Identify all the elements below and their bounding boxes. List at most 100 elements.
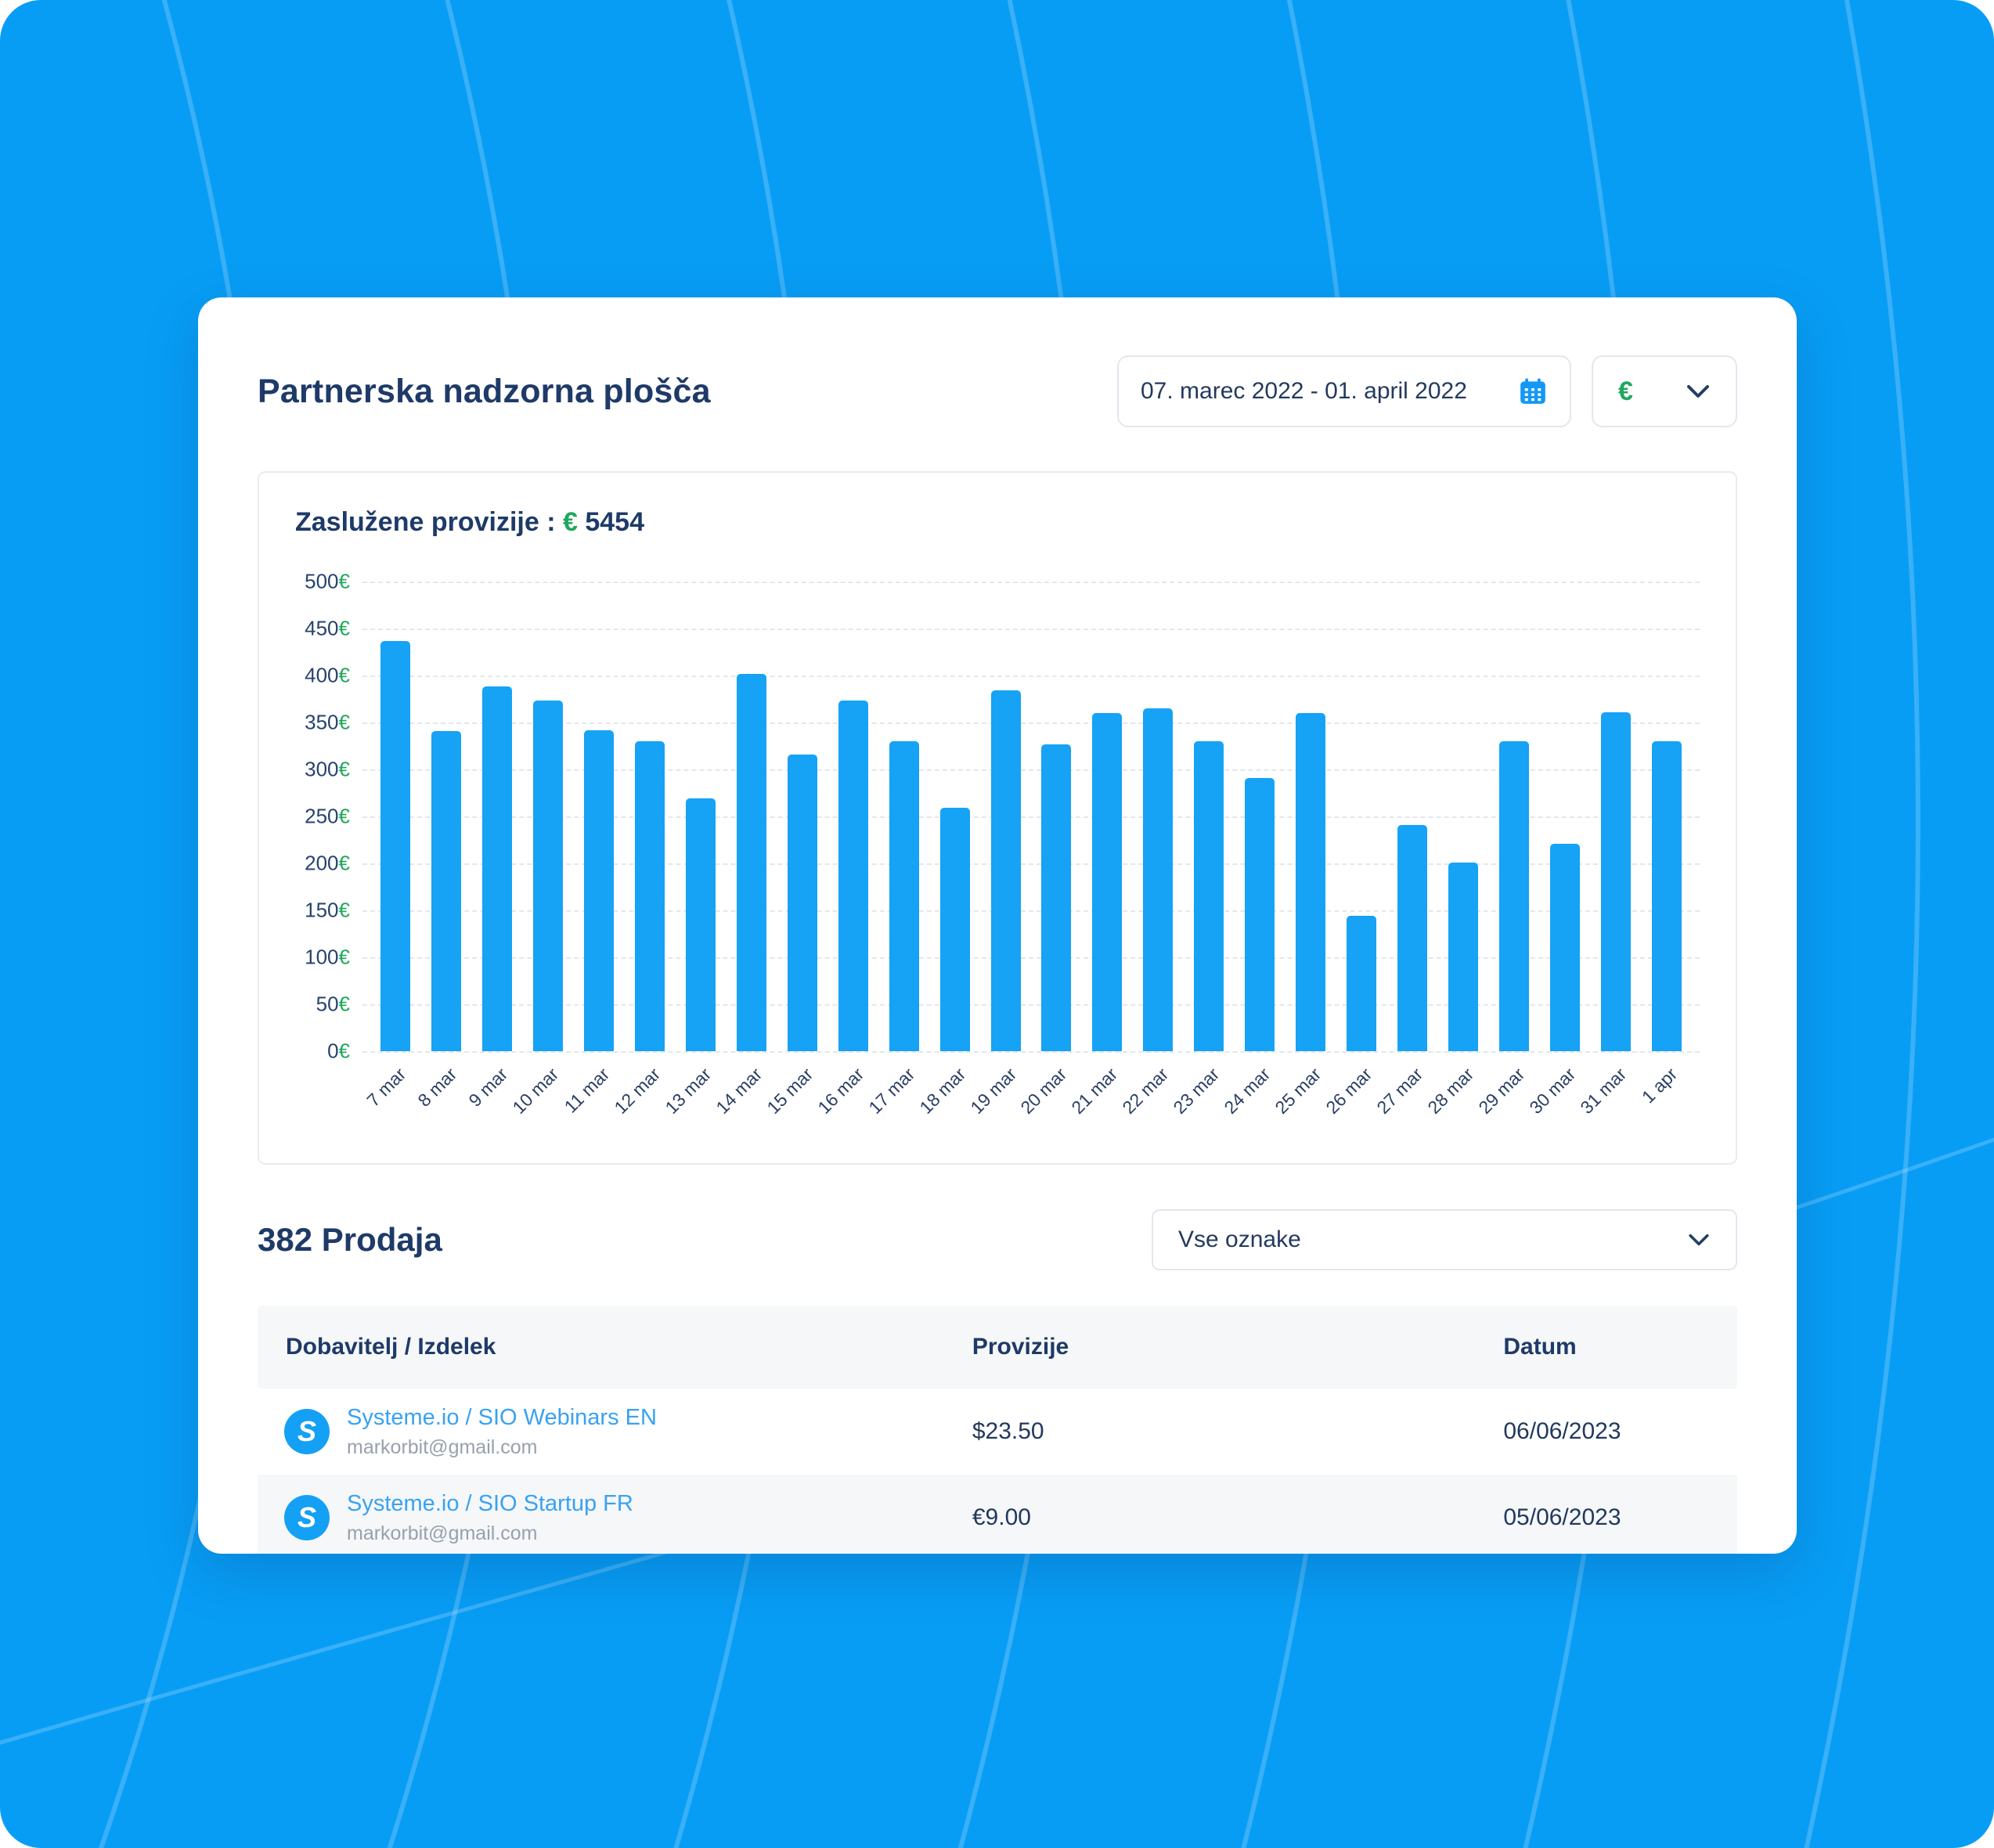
commissions-chart-panel: Zaslužene provizije : € 5454 500€ 450€ 400… [258,471,1737,1165]
gridline [362,629,1700,630]
bar-slot [1285,582,1336,1051]
bar-slot [1641,582,1692,1051]
y-axis-tick-label: 0€ [327,1039,350,1063]
x-axis-label-cell: 15 mar [763,1051,828,1133]
y-axis-tick-label: 350€ [305,710,350,734]
bar-21-mar[interactable] [1092,713,1123,1051]
bars [362,582,1700,1051]
product-cell: S Systeme.io / SIO Startup FR markorbit@… [258,1491,972,1545]
y-axis-tick-label: 300€ [305,757,350,781]
bar-10-mar[interactable] [533,701,564,1051]
gridline [362,675,1700,677]
x-axis-label: 8 mar [413,1064,461,1111]
y-axis-tick-label: 100€ [305,945,350,969]
bar-slot [523,582,574,1051]
plot-area [362,582,1700,1053]
bar-9-mar[interactable] [482,686,513,1051]
chart-title-currency: € [562,507,578,537]
customer-email: markorbit@gmail.com [347,1522,538,1544]
x-axis-label: 9 mar [464,1064,512,1111]
x-axis-label-cell: 12 mar [610,1051,676,1133]
bar-20-mar[interactable] [1041,744,1072,1051]
x-axis-label-cell: 20 mar [1017,1051,1082,1133]
y-axis-tick-label: 500€ [305,569,350,593]
bar-16-mar[interactable] [838,701,868,1051]
bar-30-mar[interactable] [1549,843,1580,1051]
customer-email: markorbit@gmail.com [347,1436,538,1458]
bar-slot [878,582,929,1051]
date-range-text: 07. marec 2022 - 01. april 2022 [1141,378,1467,404]
bar-slot [676,582,727,1051]
bar-slot [1184,582,1235,1051]
table-row[interactable]: S Systeme.io / SIO Webinars EN markorbit… [258,1389,1737,1475]
product-link[interactable]: Systeme.io / SIO Startup FR [347,1490,633,1516]
product-cell: S Systeme.io / SIO Webinars EN markorbit… [258,1405,972,1459]
x-axis-label-cell: 10 mar [509,1051,574,1133]
bar-7-mar[interactable] [380,640,411,1051]
x-axis-label: 7 mar [362,1064,410,1111]
bar-slot [726,582,777,1051]
bar-slot [472,582,523,1051]
x-axis-label-cell: 16 mar [813,1051,878,1133]
bar-15-mar[interactable] [787,754,817,1051]
bar-17-mar[interactable] [889,741,919,1051]
gridline [362,722,1700,724]
x-axis-label-cell: 30 mar [1525,1051,1590,1133]
bar-slot [1235,582,1285,1051]
bar-18-mar[interactable] [939,808,970,1051]
bar-slot [1133,582,1184,1051]
x-axis-label-cell: 1 apr [1637,1051,1692,1133]
currency-select[interactable]: € [1592,355,1737,427]
systeme-logo-avatar: S [284,1495,330,1540]
bar-29-mar[interactable] [1498,741,1529,1051]
bar-27-mar[interactable] [1397,824,1427,1051]
bar-slot [1488,582,1539,1051]
dashboard-card: Partnerska nadzorna plošča 07. marec 202… [198,297,1797,1554]
topbar: Partnerska nadzorna plošča 07. marec 202… [258,355,1737,427]
date-range-picker[interactable]: 07. marec 2022 - 01. april 2022 [1117,355,1571,427]
bar-14-mar[interactable] [736,673,766,1051]
bar-19-mar[interactable] [990,690,1021,1051]
bar-1-apr[interactable] [1651,741,1682,1051]
bar-26-mar[interactable] [1346,916,1376,1051]
bar-12-mar[interactable] [635,741,665,1051]
tags-filter-select[interactable]: Vse oznake [1152,1209,1737,1270]
sale-date: 06/06/2023 [1503,1418,1621,1444]
y-axis-tick-label: 250€ [305,804,350,828]
bar-13-mar[interactable] [685,798,716,1051]
sales-header: 382 Prodaja Vse oznake [258,1209,1737,1271]
bar-24-mar[interactable] [1245,777,1275,1051]
chevron-down-icon [1687,385,1709,398]
bar-28-mar[interactable] [1448,862,1478,1051]
table-row[interactable]: S Systeme.io / SIO Startup FR markorbit@… [258,1475,1737,1554]
bar-22-mar[interactable] [1143,708,1174,1051]
calendar-icon[interactable] [1518,376,1548,406]
bar-23-mar[interactable] [1194,741,1224,1051]
chevron-down-icon [1689,1234,1709,1246]
x-axis-label-cell: 25 mar [1271,1051,1336,1133]
header-controls: 07. marec 2022 - 01. april 2022 [1117,355,1737,427]
y-axis-tick-label: 400€ [305,663,350,687]
bar-slot [1082,582,1133,1051]
bar-25-mar[interactable] [1296,713,1326,1051]
gridline [362,910,1700,912]
tags-filter-value: Vse oznake [1178,1227,1301,1252]
x-axis-label-cell: 21 mar [1068,1051,1133,1133]
bar-11-mar[interactable] [584,729,615,1051]
commission-value: €9.00 [972,1504,1031,1530]
table-header-date: Datum [1503,1334,1577,1360]
chart-title-amount: 5454 [585,507,644,537]
gridline [362,816,1700,818]
product-link[interactable]: Systeme.io / SIO Webinars EN [347,1404,657,1430]
y-axis-tick-label: 150€ [305,898,350,922]
bar-slot [1031,582,1082,1051]
x-axis-label-cell: 27 mar [1372,1051,1437,1133]
sales-table: Dobavitelj / Izdelek Provizije Datum S S… [258,1306,1737,1554]
bar-slot [1539,582,1590,1051]
table-header-commission: Provizije [972,1334,1069,1360]
chart-title: Zaslužene provizije : € 5454 [295,507,1700,538]
bar-31-mar[interactable] [1600,711,1631,1051]
x-axis-label-cell: 11 mar [561,1051,625,1133]
bar-8-mar[interactable] [431,730,462,1051]
